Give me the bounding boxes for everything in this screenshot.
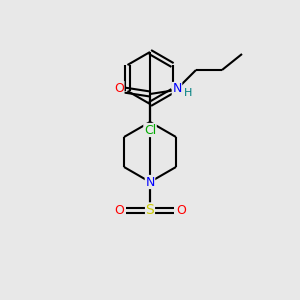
Text: Cl: Cl (144, 124, 156, 136)
Text: O: O (114, 82, 124, 94)
Text: H: H (184, 88, 192, 98)
Text: O: O (176, 203, 186, 217)
Text: S: S (146, 203, 154, 217)
Text: N: N (145, 176, 155, 188)
Text: O: O (114, 203, 124, 217)
Text: N: N (172, 82, 182, 95)
